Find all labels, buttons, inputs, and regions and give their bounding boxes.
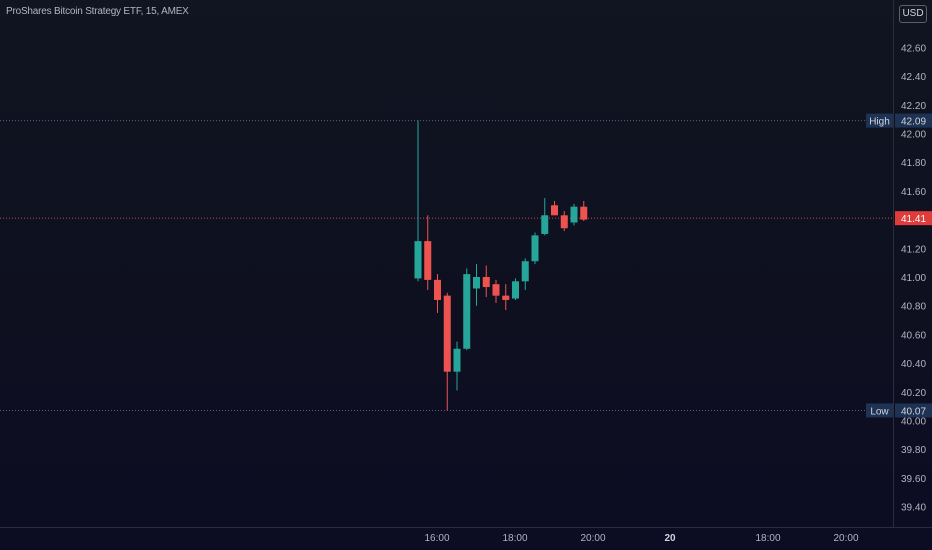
- candle-body: [492, 284, 500, 296]
- candle-body: [570, 206, 578, 223]
- high-value-badge: [895, 113, 932, 128]
- y-tick-label: 40.00: [901, 417, 926, 428]
- y-tick-label: 39.80: [901, 445, 926, 456]
- x-tick-label: 20:00: [833, 533, 858, 544]
- candle-body: [580, 206, 588, 220]
- y-tick-label: 39.40: [901, 503, 926, 514]
- x-tick-label: 20: [664, 533, 676, 544]
- y-tick-label: 40.20: [901, 388, 926, 399]
- y-tick-label: 39.60: [901, 474, 926, 485]
- x-tick-label: 18:00: [502, 533, 527, 544]
- chart-title: ProShares Bitcoin Strategy ETF, 15, AMEX: [6, 6, 189, 17]
- high-label-badge: [866, 113, 893, 128]
- candle-body: [541, 215, 549, 234]
- y-tick-label: 40.40: [901, 359, 926, 370]
- low-label-badge: [866, 403, 893, 418]
- y-tick-label: 41.20: [901, 244, 926, 255]
- y-tick-label: 41.00: [901, 273, 926, 284]
- x-tick-label: 18:00: [755, 533, 780, 544]
- candle-body: [560, 215, 568, 229]
- candle-body: [453, 348, 461, 372]
- candle-body: [512, 281, 519, 299]
- candle-body: [434, 279, 441, 300]
- candle-body: [531, 235, 539, 262]
- x-tick-label: 16:00: [424, 533, 449, 544]
- high-label: High: [869, 117, 890, 128]
- y-tick-label: 40.60: [901, 330, 926, 341]
- low-value: 40.07: [901, 406, 926, 417]
- last-price-value: 41.41: [901, 214, 926, 225]
- x-tick-label: 20:00: [580, 533, 605, 544]
- candle-body: [502, 295, 510, 300]
- currency-button[interactable]: USD: [899, 5, 927, 23]
- low-label: Low: [870, 406, 889, 417]
- candle-body: [482, 277, 490, 288]
- y-tick-label: 42.00: [901, 130, 926, 141]
- low-value-badge: [895, 403, 932, 418]
- high-value: 42.09: [901, 117, 926, 128]
- candle-body: [473, 277, 480, 289]
- candle-body: [551, 205, 558, 216]
- y-tick-label: 41.80: [901, 158, 926, 169]
- y-tick-label: 42.20: [901, 101, 926, 112]
- candle-body: [424, 241, 432, 280]
- candle-body: [463, 274, 471, 349]
- candle-body: [414, 241, 422, 279]
- y-tick-label: 41.60: [901, 187, 926, 198]
- candle-body: [443, 295, 451, 372]
- candle-body: [521, 261, 529, 282]
- last-price-badge: [895, 211, 932, 226]
- y-tick-label: 40.80: [901, 302, 926, 313]
- y-tick-label: 42.60: [901, 43, 926, 54]
- y-tick-label: 42.40: [901, 72, 926, 83]
